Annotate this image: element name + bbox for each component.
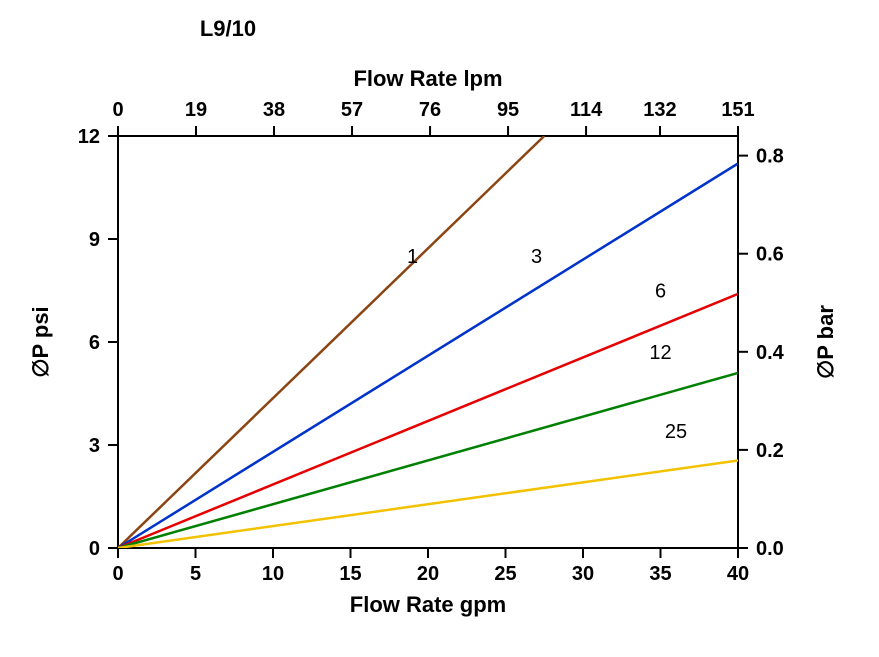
x-top-tick-label: 76	[419, 99, 441, 121]
x-top-tick-label: 151	[721, 99, 754, 121]
x-top-tick-label: 132	[643, 99, 676, 121]
x-top-tick-label: 114	[570, 99, 603, 121]
y-right-tick-label: 0.4	[756, 342, 785, 364]
x-bottom-tick-label: 5	[190, 563, 201, 585]
series-label: 6	[655, 280, 666, 302]
x-top-tick-label: 19	[185, 99, 207, 121]
series-line	[118, 136, 544, 548]
series-line	[118, 460, 738, 548]
chart-title: L9/10	[200, 16, 256, 41]
y-left-tick-label: 0	[89, 538, 100, 560]
x-bottom-tick-label: 15	[339, 563, 361, 585]
x-bottom-tick-label: 30	[572, 563, 594, 585]
series-line	[118, 163, 738, 548]
y-right-tick-label: 0.6	[756, 244, 784, 266]
x-top-tick-label: 57	[341, 99, 363, 121]
series-label: 12	[649, 342, 671, 364]
x-top-tick-label: 0	[112, 99, 123, 121]
y-left-tick-label: 6	[89, 332, 100, 354]
x-bottom-tick-label: 35	[649, 563, 671, 585]
y-right-tick-label: 0.8	[756, 146, 784, 168]
y-right-label: ∅P bar	[813, 305, 838, 379]
x-top-tick-label: 95	[497, 99, 519, 121]
x-bottom-tick-label: 25	[494, 563, 516, 585]
x-top-tick-label: 38	[263, 99, 285, 121]
x-bottom-tick-label: 40	[727, 563, 749, 585]
series-line	[118, 294, 738, 548]
series-label: 25	[665, 421, 687, 443]
y-left-tick-label: 12	[78, 126, 100, 148]
y-left-tick-label: 9	[89, 229, 100, 251]
y-right-tick-label: 0.0	[756, 538, 784, 560]
x-top-label: Flow Rate lpm	[353, 66, 502, 91]
y-left-tick-label: 3	[89, 435, 100, 457]
series-line	[118, 373, 738, 548]
chart-container: 0510152025303540Flow Rate gpm01938577695…	[0, 0, 879, 657]
x-bottom-label: Flow Rate gpm	[350, 592, 506, 617]
y-left-label: ∅P psi	[28, 306, 53, 377]
series-label: 1	[407, 246, 418, 268]
series-group	[118, 136, 738, 548]
y-right-tick-label: 0.2	[756, 440, 784, 462]
x-bottom-tick-label: 20	[417, 563, 439, 585]
x-bottom-tick-label: 10	[262, 563, 284, 585]
series-label: 3	[531, 246, 542, 268]
x-bottom-tick-label: 0	[112, 563, 123, 585]
chart-svg: 0510152025303540Flow Rate gpm01938577695…	[0, 0, 879, 657]
